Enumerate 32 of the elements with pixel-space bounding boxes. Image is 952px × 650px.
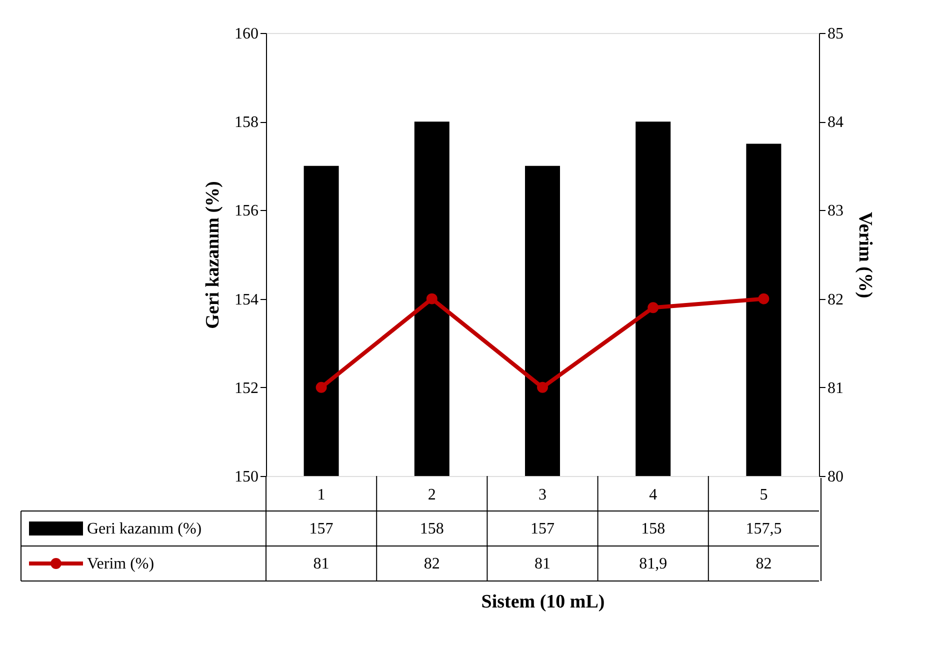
y-axis-title: Geri kazanım (%) — [202, 181, 224, 329]
legend-label: Verim (%) — [87, 556, 154, 572]
data-label: 81 — [534, 556, 550, 572]
data-label: 158 — [420, 520, 444, 538]
data-label: 157 — [309, 520, 334, 538]
x-tick-label: 2 — [428, 486, 436, 504]
data-label: 157,5 — [746, 520, 782, 538]
y-tick-label: 150 — [234, 468, 258, 486]
data-label: 82 — [424, 556, 440, 572]
x-tick-label: 4 — [649, 486, 658, 504]
y2-tick-label: 84 — [828, 114, 844, 132]
y2-tick-label: 85 — [828, 26, 844, 42]
y2-tick-label: 80 — [828, 468, 844, 486]
y2-tick-label: 82 — [828, 291, 844, 308]
legend-label: Geri kazanım (%) — [87, 520, 202, 538]
data-label: 158 — [641, 520, 666, 538]
data-label: 81 — [313, 556, 330, 572]
y-tick-label: 156 — [234, 202, 258, 220]
y2-tick-label: 81 — [828, 380, 844, 397]
data-label: 157 — [530, 520, 554, 538]
data-label: 82 — [756, 556, 772, 572]
x-tick-label: 3 — [538, 486, 546, 504]
data-label: 81,9 — [639, 556, 668, 572]
x-tick-label: 1 — [317, 486, 326, 504]
y-tick-label: 160 — [234, 26, 258, 42]
y-tick-label: 154 — [234, 291, 258, 308]
y-tick-label: 158 — [234, 114, 258, 132]
x-tick-label: 5 — [760, 486, 768, 504]
y2-axis-title: Verim (%) — [854, 212, 876, 298]
y-tick-label: 152 — [234, 380, 258, 397]
x-axis-title: Sistem (10 mL) — [481, 592, 605, 612]
y2-tick-label: 83 — [828, 202, 844, 220]
